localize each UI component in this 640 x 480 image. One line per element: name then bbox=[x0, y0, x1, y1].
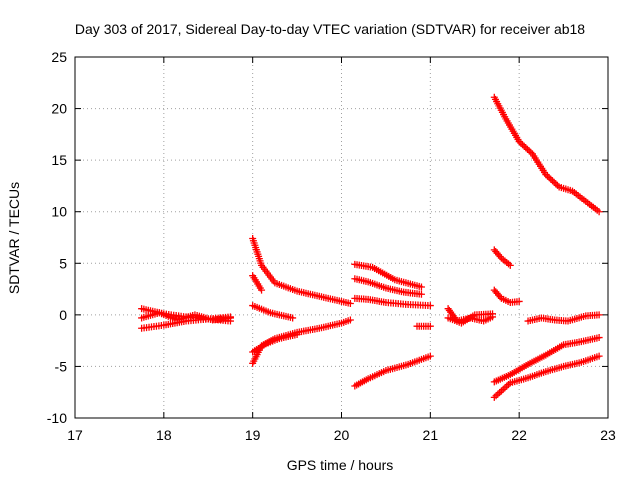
data-point bbox=[527, 148, 535, 156]
data-point bbox=[520, 142, 528, 150]
data-series-s9 bbox=[351, 260, 425, 291]
data-point bbox=[497, 387, 505, 395]
data-point bbox=[550, 178, 558, 186]
data-point bbox=[542, 171, 550, 179]
data-point bbox=[515, 297, 523, 305]
x-tick-label: 18 bbox=[156, 427, 172, 443]
y-axis-label: SDTVAR / TECUs bbox=[6, 182, 22, 294]
data-point bbox=[517, 139, 525, 147]
data-series-s3 bbox=[138, 309, 234, 324]
data-point bbox=[226, 314, 234, 322]
x-axis-label: GPS time / hours bbox=[287, 457, 394, 473]
data-point bbox=[496, 389, 504, 397]
data-point bbox=[595, 352, 603, 360]
data-series-s8 bbox=[249, 330, 301, 356]
data-point bbox=[543, 172, 551, 180]
data-point bbox=[417, 283, 425, 291]
data-point bbox=[489, 310, 497, 318]
x-tick-label: 19 bbox=[245, 427, 261, 443]
data-series-s13 bbox=[351, 352, 434, 390]
x-tick-label: 17 bbox=[67, 427, 83, 443]
y-tick-label: 10 bbox=[51, 204, 67, 220]
data-series-s20 bbox=[490, 334, 603, 386]
data-series-s19 bbox=[524, 311, 603, 325]
y-tick-label: -5 bbox=[55, 358, 68, 374]
axis-ticks: 17 18 19 20 21 22 23 -10 -5 0 5 10 15 20 25 bbox=[47, 49, 616, 443]
data-series-s4 bbox=[249, 235, 354, 308]
data-point bbox=[523, 145, 531, 153]
chart-title: Day 303 of 2017, Sidereal Day-to-day VTE… bbox=[75, 21, 585, 37]
data-series-s6 bbox=[249, 302, 297, 322]
data-series-s7 bbox=[249, 316, 354, 367]
data-point bbox=[417, 290, 425, 298]
data-point bbox=[595, 311, 603, 319]
data-point bbox=[522, 144, 530, 152]
data-point bbox=[501, 384, 509, 392]
data-series-s11 bbox=[351, 294, 434, 310]
data-series-s12 bbox=[413, 322, 434, 330]
data-point bbox=[346, 300, 354, 308]
y-tick-label: 5 bbox=[59, 255, 67, 271]
y-tick-label: 20 bbox=[51, 101, 67, 117]
data-series-s16 bbox=[490, 93, 603, 216]
data-point bbox=[545, 174, 553, 182]
data-points bbox=[138, 93, 603, 401]
data-point bbox=[496, 252, 504, 260]
y-tick-label: 25 bbox=[51, 49, 67, 65]
y-tick-label: 15 bbox=[51, 152, 67, 168]
data-point bbox=[346, 316, 354, 324]
data-point bbox=[494, 390, 502, 398]
data-point bbox=[426, 352, 434, 360]
data-point bbox=[553, 181, 561, 189]
data-point bbox=[547, 175, 555, 183]
data-point bbox=[490, 393, 498, 401]
data-series-s21 bbox=[490, 352, 603, 401]
data-point bbox=[595, 334, 603, 342]
data-point bbox=[595, 208, 603, 216]
data-point bbox=[289, 314, 297, 322]
data-point bbox=[499, 385, 507, 393]
y-tick-label: -10 bbox=[47, 410, 67, 426]
x-tick-label: 23 bbox=[600, 427, 616, 443]
x-tick-label: 21 bbox=[423, 427, 439, 443]
x-tick-label: 22 bbox=[511, 427, 527, 443]
grid bbox=[75, 57, 608, 418]
data-point bbox=[496, 293, 504, 301]
data-point bbox=[506, 261, 514, 269]
x-tick-label: 20 bbox=[334, 427, 350, 443]
data-point bbox=[515, 138, 523, 146]
data-series-s17 bbox=[490, 246, 514, 269]
data-point bbox=[426, 302, 434, 310]
data-point bbox=[548, 177, 556, 185]
data-point bbox=[525, 147, 533, 155]
data-series-s15 bbox=[444, 310, 497, 327]
data-point bbox=[426, 322, 434, 330]
data-series-s18 bbox=[490, 286, 523, 306]
data-point bbox=[518, 141, 526, 149]
data-point bbox=[492, 392, 500, 400]
y-tick-label: 0 bbox=[59, 307, 67, 323]
data-point bbox=[293, 330, 301, 338]
data-point bbox=[552, 180, 560, 188]
data-point bbox=[503, 382, 511, 390]
data-series-s5 bbox=[249, 272, 266, 294]
data-series-s10 bbox=[351, 275, 425, 298]
data-point bbox=[258, 286, 266, 294]
